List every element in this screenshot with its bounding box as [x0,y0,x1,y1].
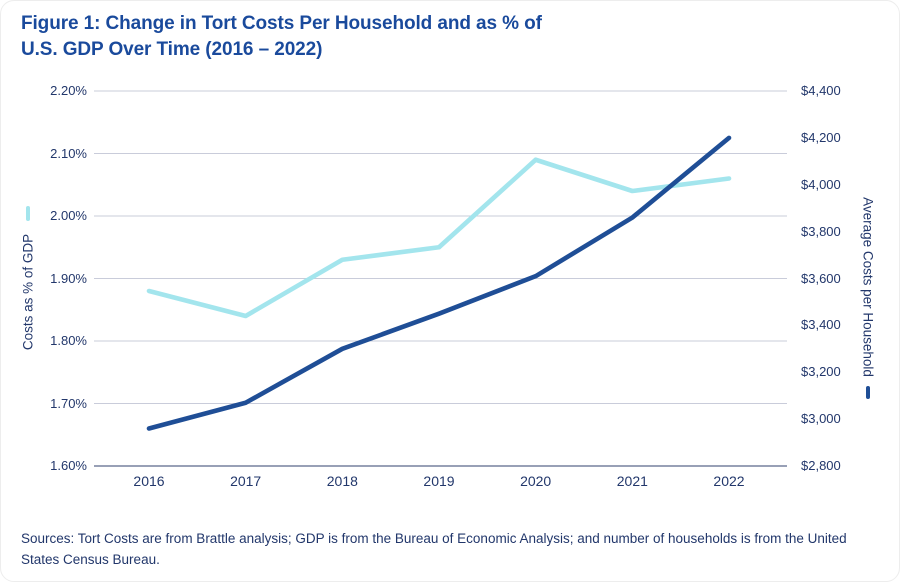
left-axis-tick-label: 1.70% [50,395,87,411]
gdp-series-legend-dash [26,206,30,221]
gdp-line-series [146,157,732,319]
x-axis-year-label: 2018 [326,473,358,489]
figure-title-line1: Figure 1: Change in Tort Costs Per House… [21,13,542,34]
right-axis-title: Average Costs per Household [860,197,876,377]
x-axis-year-label: 2020 [520,473,552,489]
figure-title-line2: U.S. GDP Over Time (2016 – 2022) [21,39,323,60]
x-axis-year-label: 2019 [423,473,455,489]
left-axis-tick-label: 2.00% [50,208,87,223]
right-axis-tick-label: $4,200 [801,129,841,145]
household-series-legend-dash [866,386,870,399]
right-axis-tick-label: $3,600 [801,270,841,286]
right-axis-tick-label: $3,000 [801,411,841,427]
figure-title: Figure 1: Change in Tort Costs Per House… [21,11,542,63]
right-axis-tick-label: $3,200 [801,364,841,380]
left-axis-tick-label: 1.80% [50,333,87,348]
x-axis-year-label: 2021 [616,473,648,489]
household-line-series [146,135,732,431]
left-axis-tick-label: 1.90% [50,270,87,286]
source-note: Sources: Tort Costs are from Brattle ana… [21,531,847,567]
left-axis-tick-label: 2.20% [50,83,87,98]
right-axis-tick-label: $3,400 [801,317,841,333]
right-axis-tick-label: $3,800 [801,223,841,239]
right-axis-tick-label: $4,400 [801,83,841,98]
left-axis-tick-label: 1.60% [50,458,87,473]
x-axis-year-label: 2016 [133,473,165,489]
right-axis-tick-label: $2,800 [801,458,841,473]
x-axis-year-label: 2022 [713,473,745,489]
left-axis-title: Costs as % of GDP [20,233,36,351]
x-axis-year-label: 2017 [230,473,262,489]
left-axis-tick-label: 2.10% [50,145,87,161]
right-axis-tick-label: $4,000 [801,176,841,192]
